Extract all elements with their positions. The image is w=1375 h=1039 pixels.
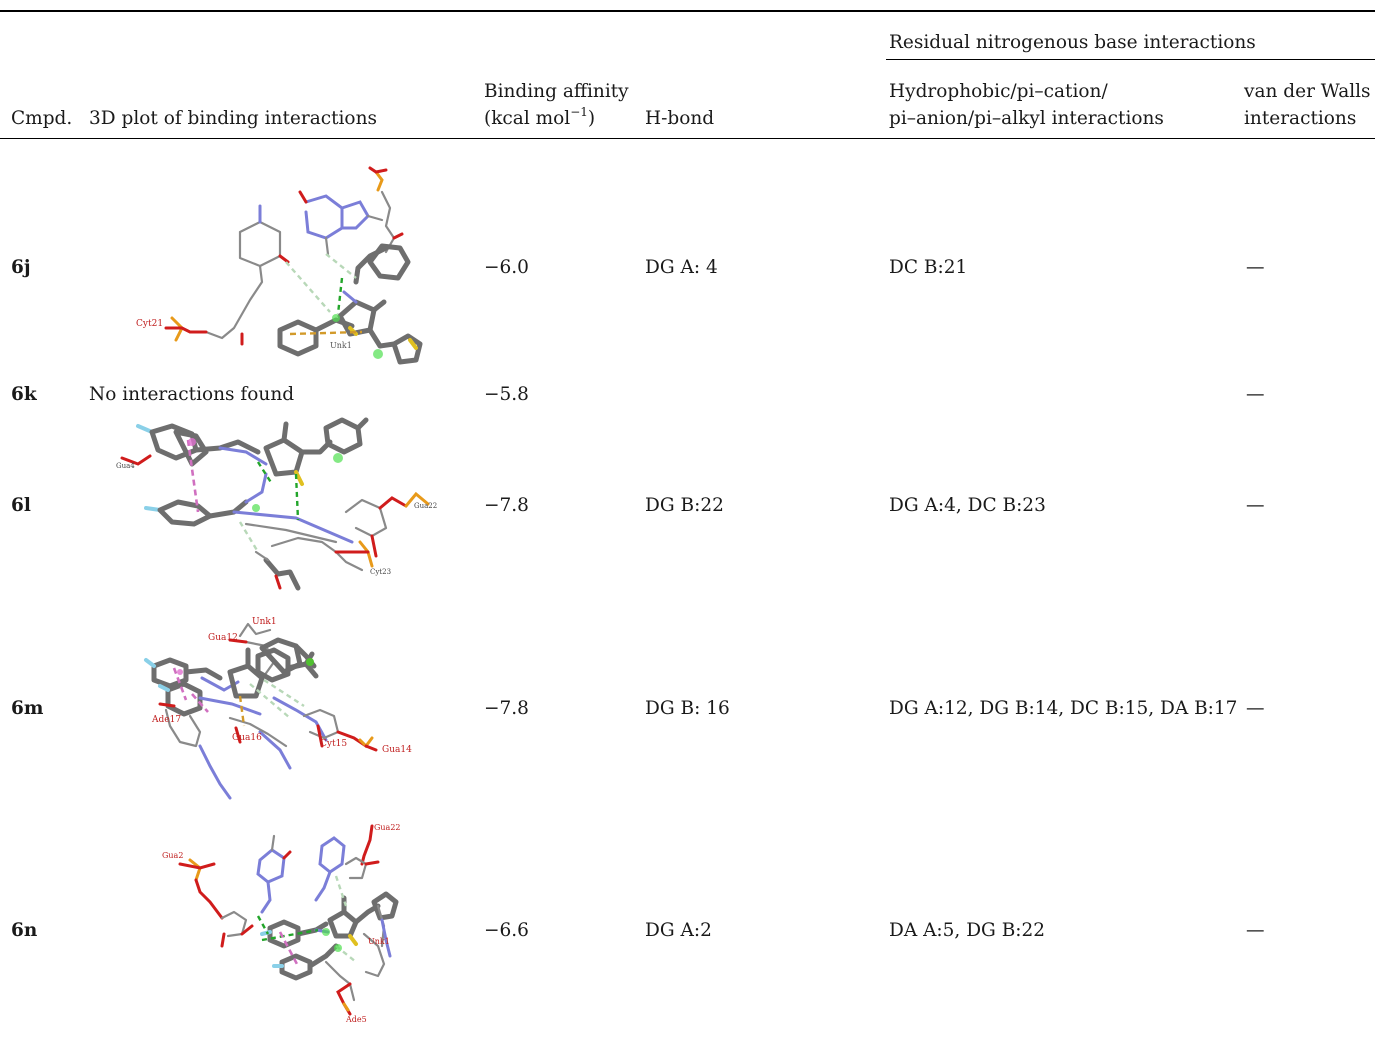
row-6n-affinity: −6.6: [484, 920, 529, 941]
row-6n-3d-plot: Gua2 Gua22 Unk1 Ade5: [162, 823, 401, 1024]
row-6n-label-unk1: Unk1: [368, 937, 390, 946]
affinity-unit-text: (kcal mol: [484, 108, 571, 129]
row-6m-label-unk1: Unk1: [252, 617, 277, 627]
row-6l-hbond: DG B:22: [645, 495, 724, 516]
row-6l-cmpd: 6l: [11, 495, 31, 516]
row-6m-affinity: −7.8: [484, 698, 529, 719]
row-6l-vdw: —: [1246, 495, 1265, 516]
row-6j-cmpd: 6j: [11, 257, 31, 278]
row-6l-label-gua4: Gua4: [116, 462, 135, 470]
row-6m-label-gua12: Gua12: [208, 633, 238, 643]
col-header-vdw-line2: interactions: [1244, 108, 1357, 129]
row-6n-hbond: DG A:2: [645, 920, 712, 941]
row-6l-label-gua22: Gua22: [414, 502, 437, 510]
row-6m-cmpd: 6m: [11, 698, 44, 719]
col-header-hydro-line1: Hydrophobic/pi–cation/: [889, 81, 1108, 102]
row-6k-vdw: —: [1246, 384, 1265, 405]
row-6m-label-gua16: Gua16: [232, 733, 262, 743]
row-6m-3d-plot: Unk1 Gua12 Ade17 Gua16 Cyt15 Gua14: [144, 617, 412, 800]
group-header-rule: [886, 59, 1375, 60]
col-header-vdw-line1: van der Walls: [1244, 81, 1371, 102]
row-6l-3d-plot: Gua4 Gua22 Cyt23: [116, 417, 437, 591]
group-header: Residual nitrogenous base interactions: [889, 32, 1256, 53]
row-6m-label-ade17: Ade17: [151, 715, 181, 725]
row-6j-label-cyt21: Cyt21: [136, 319, 163, 329]
row-6l-label-cyt23: Cyt23: [370, 568, 391, 576]
row-6m-vdw: —: [1246, 698, 1265, 719]
row-6j-3d-plot: Cyt21 Unk1: [136, 166, 423, 365]
row-6l-affinity: −7.8: [484, 495, 529, 516]
top-rule: [0, 10, 1375, 12]
affinity-unit-close: ): [587, 108, 596, 129]
col-header-plot: 3D plot of binding interactions: [89, 108, 377, 129]
col-header-hbond: H-bond: [645, 108, 715, 129]
row-6j-affinity: −6.0: [484, 257, 529, 278]
col-header-affinity-line1: Binding affinity: [484, 81, 629, 102]
row-6m-label-gua14: Gua14: [382, 745, 412, 755]
row-6k-cmpd: 6k: [11, 384, 37, 405]
row-6n-hydrophobic: DA A:5, DG B:22: [889, 920, 1046, 941]
row-6m-hbond: DG B: 16: [645, 698, 730, 719]
row-6j-vdw: —: [1246, 257, 1265, 278]
header-bottom-rule: [0, 138, 1375, 139]
row-6n-label-gua2: Gua2: [162, 851, 183, 860]
row-6j-label-unk1: Unk1: [330, 341, 352, 350]
row-6l-hydrophobic: DG A:4, DC B:23: [889, 495, 1046, 516]
row-6n-label-ade5: Ade5: [345, 1015, 367, 1024]
row-6n-vdw: —: [1246, 920, 1265, 941]
row-6k-affinity: −5.8: [484, 384, 529, 405]
row-6k-plot-text: No interactions found: [89, 384, 295, 405]
row-6n-cmpd: 6n: [11, 920, 38, 941]
row-6m-hydrophobic: DG A:12, DG B:14, DC B:15, DA B:17: [889, 698, 1238, 719]
row-6n-label-gua22: Gua22: [374, 823, 401, 832]
affinity-unit-sup: −1: [570, 104, 588, 119]
row-6j-hbond: DG A: 4: [645, 257, 718, 278]
col-header-affinity-line2: (kcal mol−1): [484, 104, 596, 130]
col-header-cmpd: Cmpd.: [11, 108, 73, 129]
col-header-hydro-line2: pi–anion/pi–alkyl interactions: [889, 108, 1164, 129]
row-6m-label-cyt15: Cyt15: [320, 739, 347, 749]
row-6j-hydrophobic: DC B:21: [889, 257, 968, 278]
